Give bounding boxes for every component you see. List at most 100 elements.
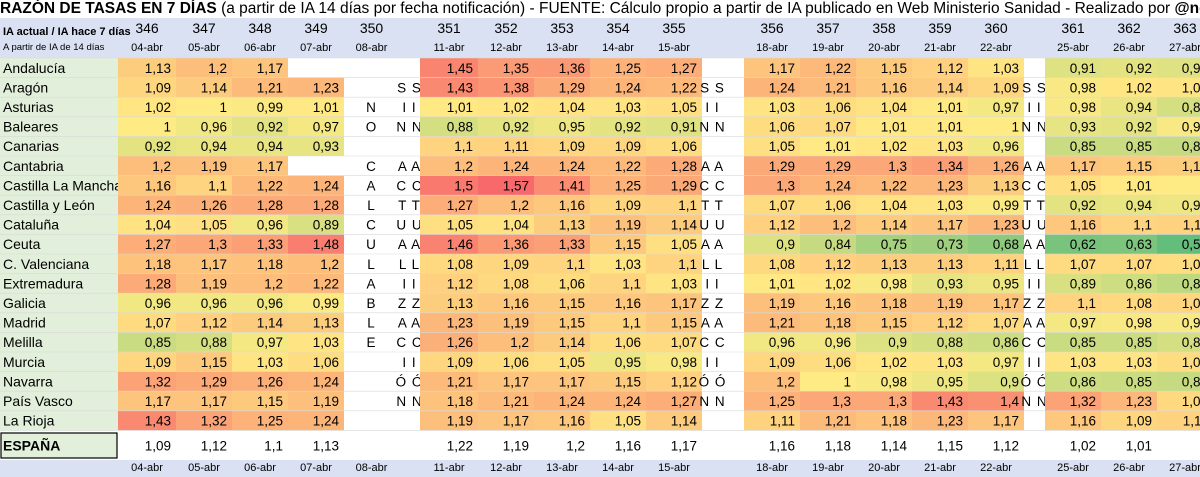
footer-column-date: 07-abr <box>300 462 332 474</box>
heatmap-cell <box>232 254 288 274</box>
heatmap-cell <box>800 234 856 254</box>
cell-value: 1,07 <box>1126 257 1152 272</box>
cell-value: 1,12 <box>201 439 227 454</box>
cell-value: 0,92 <box>1126 61 1152 76</box>
heatmap-cell <box>288 371 344 392</box>
heatmap-cell <box>968 195 1024 215</box>
row-label: Extremadura <box>3 275 83 291</box>
heatmap-cell <box>176 312 232 333</box>
heatmap-cell <box>232 156 288 176</box>
heatmap-cell <box>646 371 702 392</box>
cell-value: 1,24 <box>503 159 530 174</box>
heatmap-cell <box>590 352 646 372</box>
cell-value: 0,98 <box>1070 100 1096 115</box>
cell-value: 1,2 <box>320 257 339 272</box>
heatmap-cell <box>1157 195 1200 215</box>
cell-value: 1,29 <box>201 374 227 389</box>
heatmap-cell <box>1157 156 1200 176</box>
cell-value: 1,18 <box>881 296 907 311</box>
cell-value: 1,17 <box>503 374 529 389</box>
heatmap-cell <box>420 175 478 196</box>
cell-value: 1,29 <box>825 159 851 174</box>
cell-value: 1,2 <box>566 439 585 454</box>
footer-column-date: 11-abr <box>434 462 465 474</box>
heatmap-cell <box>478 97 534 117</box>
column-date: 14-abr <box>602 42 634 54</box>
heatmap-cell <box>232 195 288 215</box>
cell-value: 1,21 <box>503 394 529 409</box>
heatmap-cell <box>232 371 288 392</box>
cell-value: 1,19 <box>447 414 473 429</box>
cell-value: 1,24 <box>615 394 642 409</box>
cell-value: 0,97 <box>993 355 1019 370</box>
heatmap-cell <box>744 97 800 117</box>
heatmap-cell <box>176 273 232 294</box>
heatmap-cell <box>856 58 912 78</box>
row-label: Melilla <box>3 334 43 350</box>
cell-value: 1,19 <box>615 218 641 233</box>
heatmap-cell <box>1157 58 1200 78</box>
heatmap-cell <box>856 312 912 333</box>
cell-value: 1,14 <box>937 80 964 95</box>
heatmap-cell <box>744 410 800 431</box>
column-number: 360 <box>984 20 1008 36</box>
heatmap-cell <box>856 332 912 352</box>
cell-value: 1,06 <box>559 276 585 291</box>
cell-value: 1,09 <box>145 80 171 95</box>
cell-value: 1,12 <box>671 374 697 389</box>
cell-value: 0,9 <box>1000 374 1019 389</box>
title-part-2: EN 7 DÍAS <box>140 0 217 17</box>
heatmap-cell <box>1101 273 1157 294</box>
cell-value: 1,03 <box>257 355 283 370</box>
heatmap-cell <box>590 195 646 215</box>
heatmap-cell <box>288 410 344 431</box>
cell-value: 1,3 <box>888 159 907 174</box>
cell-value: 1 <box>1011 120 1019 135</box>
heatmap-cell <box>1157 273 1200 294</box>
heatmap-cell <box>590 175 646 196</box>
heatmap-cell <box>590 332 646 352</box>
cell-value: 1,22 <box>615 159 641 174</box>
cell-value: 1,1 <box>566 257 585 272</box>
heatmap-cell <box>288 175 344 196</box>
heatmap-cell <box>288 116 344 137</box>
cell-value: 0,95 <box>937 374 963 389</box>
holiday-letter: I I <box>705 276 719 291</box>
cell-value: 1,06 <box>825 355 851 370</box>
heatmap-cell <box>968 234 1024 254</box>
heatmap-cell <box>744 195 800 215</box>
cell-value: 1,2 <box>510 198 529 213</box>
heatmap-cell <box>800 58 856 78</box>
cell-value: 1,57 <box>503 178 529 193</box>
heatmap-cell <box>800 432 856 459</box>
heatmap-cell <box>968 332 1024 352</box>
cell-value: 1,09 <box>145 355 171 370</box>
cell-value: 1,24 <box>313 178 340 193</box>
cell-value: 1,05 <box>201 218 227 233</box>
cell-value: 1,21 <box>447 374 473 389</box>
holiday-letter: I I <box>1027 100 1041 115</box>
row-label-band <box>0 58 118 431</box>
heatmap-cell <box>968 136 1024 156</box>
heatmap-cell <box>912 273 968 294</box>
cell-value: 1,09 <box>769 355 795 370</box>
heatmap-cell <box>856 175 912 196</box>
heatmap-cell <box>744 58 800 78</box>
heatmap-cell <box>912 332 968 352</box>
row-label: Andalucía <box>3 60 65 76</box>
cell-value: 1,15 <box>671 316 697 331</box>
cell-value: 1,21 <box>257 80 283 95</box>
cell-value: 1,2 <box>152 159 171 174</box>
cell-value: 1,15 <box>881 316 907 331</box>
heatmap-cell <box>478 312 534 333</box>
heatmap-cell <box>534 234 590 254</box>
cell-value: 0,92 <box>503 120 529 135</box>
cell-value: 1,19 <box>937 296 963 311</box>
heatmap-cell <box>478 58 534 78</box>
heatmap-cell <box>288 352 344 372</box>
holiday-letter: C C <box>699 178 725 193</box>
cell-value: 1,43 <box>937 394 963 409</box>
column-date: 21-abr <box>924 42 956 54</box>
title-part-1: RAZÓN DE TASAS <box>0 0 137 17</box>
cell-value: 1,2 <box>264 276 283 291</box>
